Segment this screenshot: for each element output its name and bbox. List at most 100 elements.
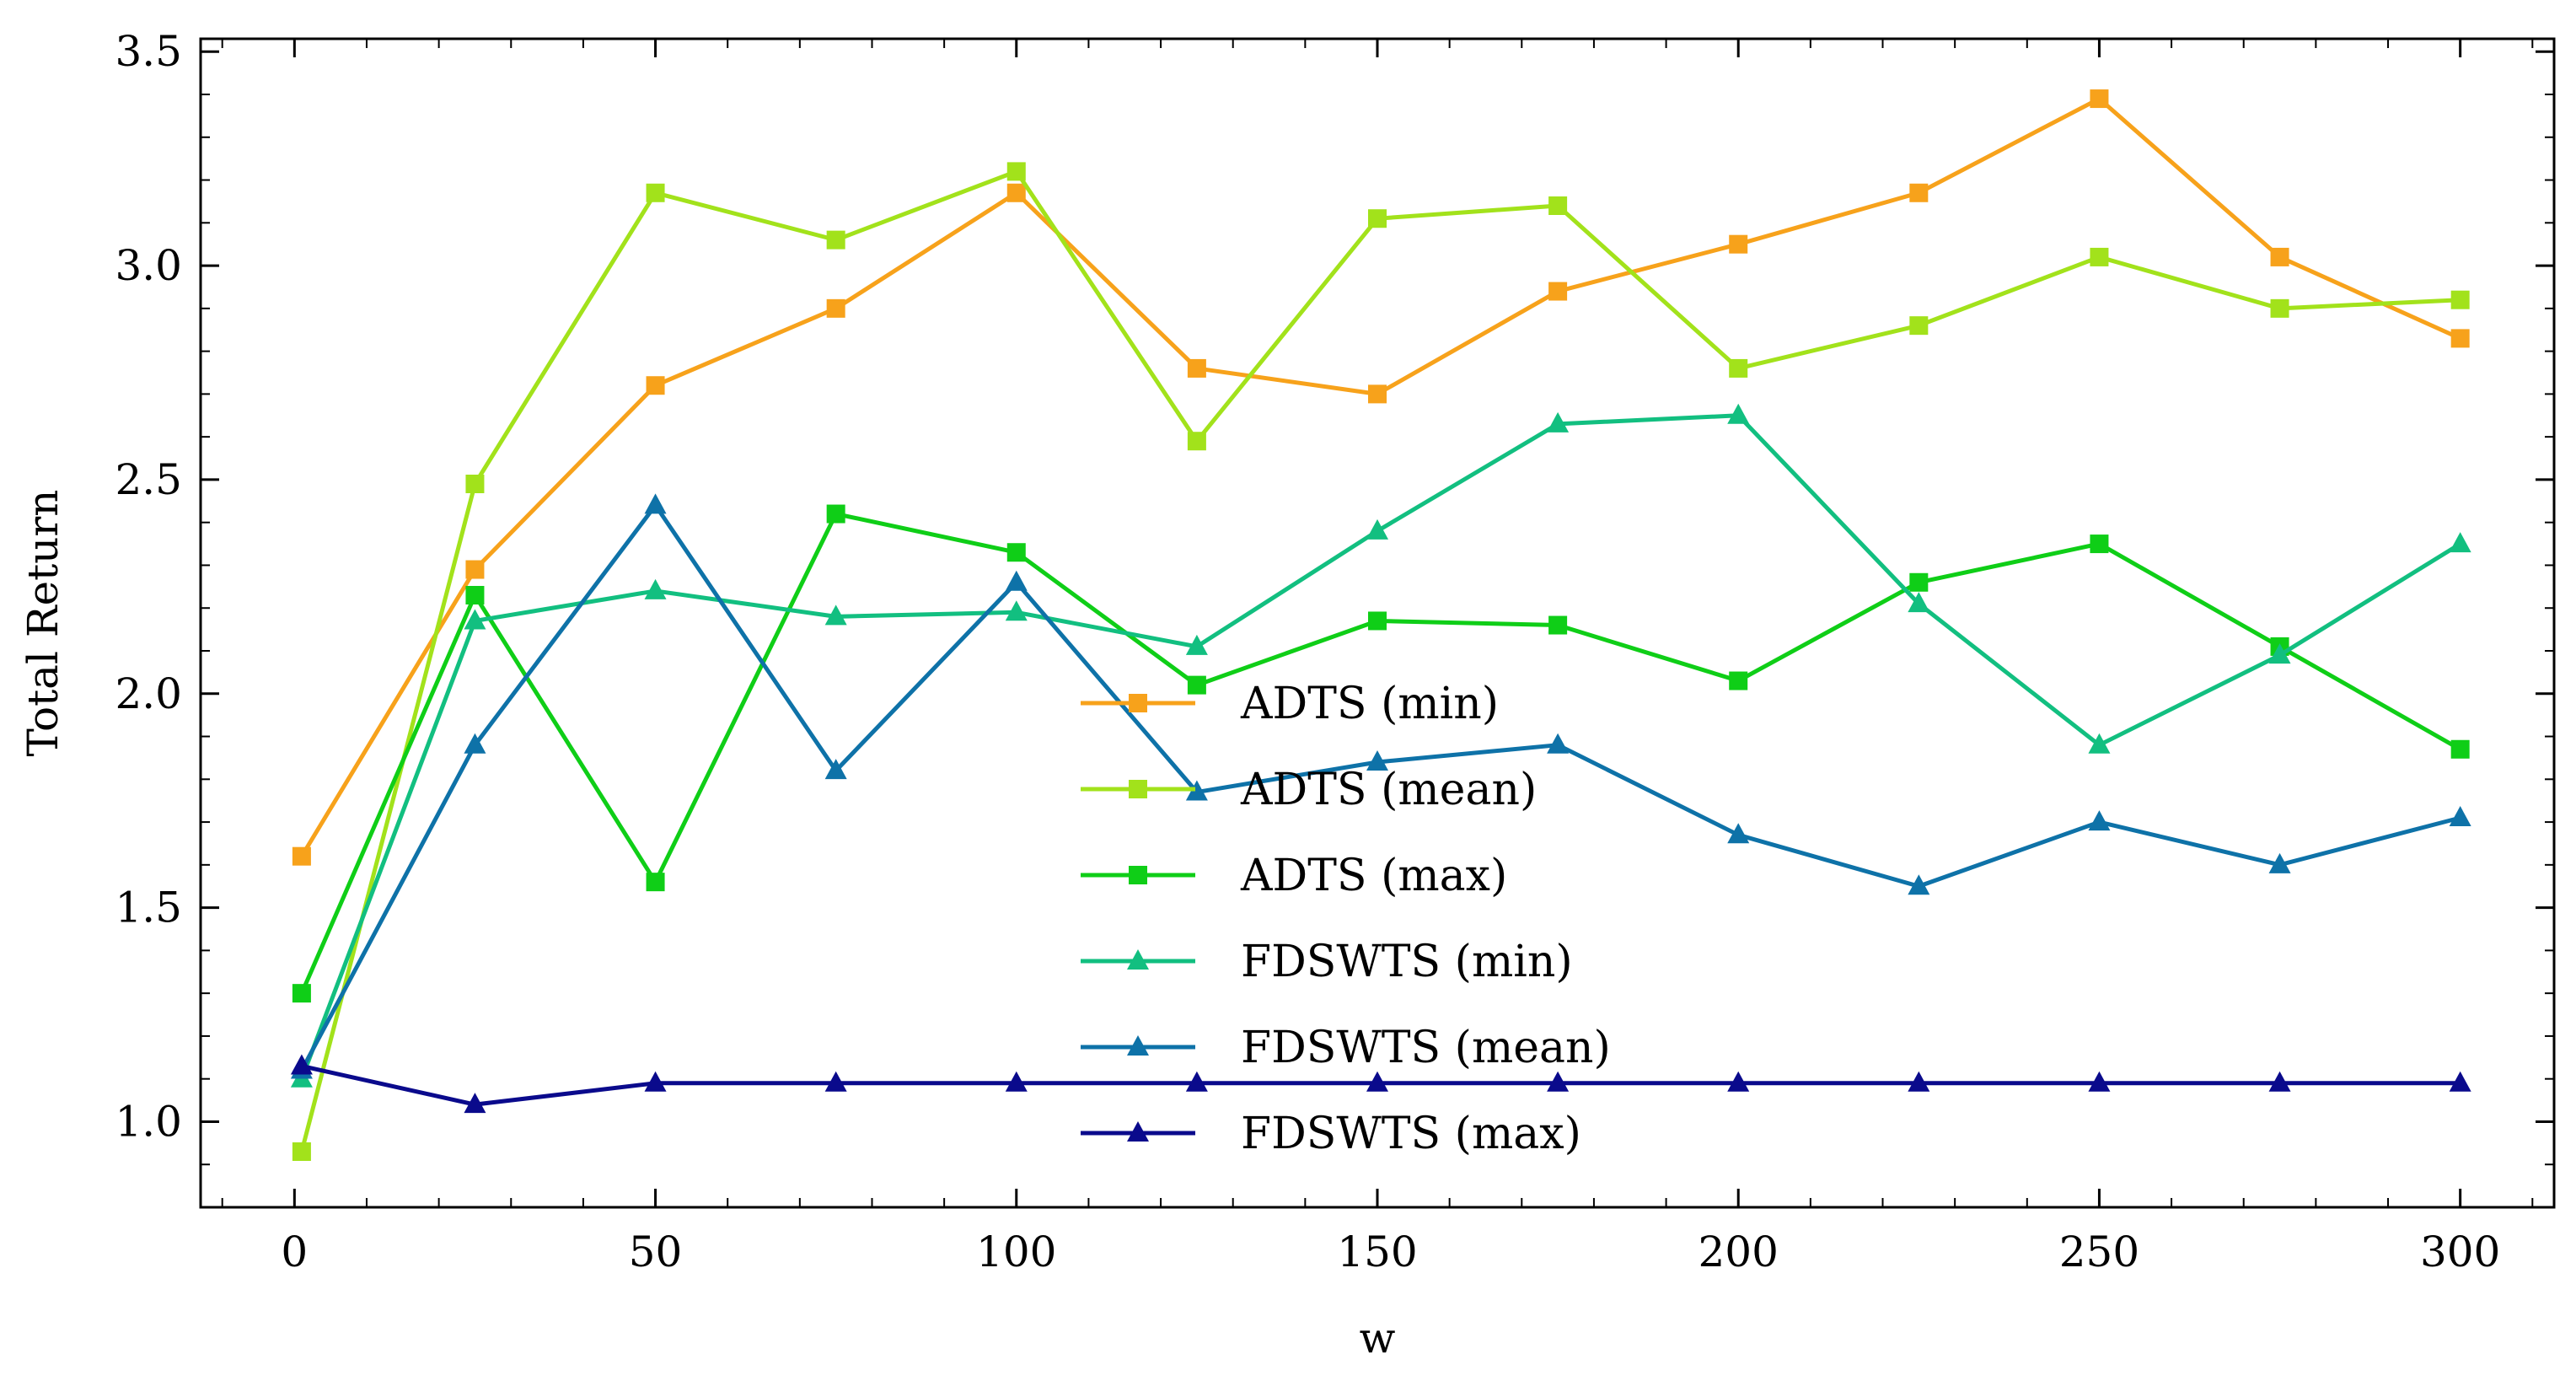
series-5 bbox=[290, 1054, 2471, 1114]
data-point bbox=[824, 1071, 847, 1092]
data-point bbox=[2088, 733, 2111, 754]
legend-entry: FDSWTS (mean) bbox=[1081, 1023, 1611, 1073]
legend-entry: FDSWTS (max) bbox=[1081, 1109, 1581, 1159]
data-point bbox=[1547, 733, 1570, 754]
series-2 bbox=[292, 504, 2470, 1003]
data-point bbox=[826, 230, 845, 250]
series-layer bbox=[290, 89, 2471, 1161]
data-point bbox=[1908, 1071, 1930, 1092]
data-point bbox=[1005, 600, 1028, 621]
data-point bbox=[465, 560, 485, 579]
series-1 bbox=[292, 162, 2470, 1161]
legend-entry: FDSWTS (min) bbox=[1081, 937, 1573, 987]
legend-marker bbox=[1129, 694, 1147, 712]
data-point bbox=[1909, 572, 1929, 592]
legend-entry: ADTS (min) bbox=[1081, 679, 1499, 729]
data-point bbox=[1366, 750, 1388, 771]
data-point bbox=[1908, 874, 1930, 895]
data-point bbox=[292, 846, 311, 866]
legend-label: FDSWTS (mean) bbox=[1241, 1023, 1611, 1073]
data-point bbox=[1368, 209, 1387, 228]
data-point bbox=[644, 1071, 667, 1092]
data-point bbox=[1548, 615, 1568, 635]
y-axis-title: Total Return bbox=[19, 490, 67, 757]
data-point bbox=[646, 376, 665, 395]
data-point bbox=[1187, 675, 1206, 695]
data-point bbox=[826, 298, 845, 318]
data-point bbox=[1366, 1071, 1388, 1092]
x-tick-label: 200 bbox=[1699, 1228, 1779, 1276]
data-point bbox=[2090, 89, 2109, 109]
data-point bbox=[2268, 1071, 2291, 1092]
x-tick-label: 0 bbox=[281, 1228, 308, 1276]
data-point bbox=[464, 1093, 486, 1114]
data-point bbox=[646, 183, 665, 202]
data-point bbox=[1727, 823, 1750, 844]
data-point bbox=[464, 733, 486, 754]
data-point bbox=[1909, 183, 1929, 202]
legend-label: FDSWTS (min) bbox=[1241, 937, 1573, 987]
legend-marker bbox=[1127, 1121, 1149, 1142]
data-point bbox=[1185, 634, 1208, 655]
data-point bbox=[2090, 247, 2109, 266]
data-point bbox=[464, 609, 486, 630]
data-point bbox=[1727, 1071, 1750, 1092]
data-point bbox=[644, 578, 667, 599]
data-point bbox=[1187, 432, 1206, 451]
data-point bbox=[1729, 671, 1748, 690]
y-tick-label: 3.5 bbox=[115, 27, 182, 76]
data-point bbox=[1006, 543, 1026, 562]
data-point bbox=[2450, 329, 2470, 348]
data-point bbox=[2088, 810, 2111, 831]
data-point bbox=[1908, 592, 1930, 613]
data-point bbox=[1006, 183, 1026, 202]
data-point bbox=[826, 504, 845, 524]
x-tick-label: 50 bbox=[629, 1228, 683, 1276]
legend-marker bbox=[1127, 1035, 1149, 1056]
data-point bbox=[1729, 358, 1748, 378]
series-4 bbox=[290, 493, 2471, 1079]
legend-entry: ADTS (max) bbox=[1081, 851, 1507, 901]
legend-entry: ADTS (mean) bbox=[1081, 765, 1537, 815]
data-point bbox=[2268, 852, 2291, 873]
legend-label: FDSWTS (max) bbox=[1241, 1109, 1581, 1159]
data-point bbox=[824, 759, 847, 780]
y-tick-label: 2.5 bbox=[115, 455, 182, 504]
data-point bbox=[1185, 1071, 1208, 1092]
y-tick-label: 3.0 bbox=[115, 241, 182, 290]
data-point bbox=[1547, 411, 1570, 432]
data-point bbox=[1548, 196, 1568, 215]
data-point bbox=[1909, 316, 1929, 336]
y-tick-label: 1.0 bbox=[115, 1097, 182, 1146]
data-point bbox=[1366, 518, 1388, 540]
legend-label: ADTS (mean) bbox=[1240, 765, 1537, 815]
data-point bbox=[646, 873, 665, 892]
data-point bbox=[2450, 739, 2470, 759]
data-point bbox=[1729, 234, 1748, 254]
legend-label: ADTS (min) bbox=[1240, 679, 1499, 729]
legend-label: ADTS (max) bbox=[1240, 851, 1507, 901]
data-point bbox=[2450, 290, 2470, 309]
series-3 bbox=[290, 403, 2471, 1088]
data-point bbox=[1727, 403, 1750, 424]
data-point bbox=[2449, 1071, 2471, 1092]
data-point bbox=[2449, 532, 2471, 553]
data-point bbox=[2449, 806, 2471, 826]
x-tick-label: 150 bbox=[1337, 1228, 1417, 1276]
data-point bbox=[1005, 570, 1028, 591]
y-tick-label: 2.0 bbox=[115, 669, 182, 718]
data-point bbox=[644, 493, 667, 514]
data-point bbox=[2270, 247, 2289, 266]
data-point bbox=[292, 1142, 311, 1161]
data-point bbox=[1368, 384, 1387, 404]
legend-marker bbox=[1127, 949, 1149, 970]
data-point bbox=[2088, 1071, 2111, 1092]
data-point bbox=[1368, 611, 1387, 631]
legend-marker bbox=[1129, 866, 1147, 884]
data-point bbox=[1548, 282, 1568, 301]
x-axis-title: w bbox=[1360, 1313, 1396, 1362]
legend: ADTS (min) ADTS (mean) ADTS (max) FDSWTS (m… bbox=[1081, 679, 1611, 1159]
data-point bbox=[1006, 162, 1026, 181]
data-point bbox=[290, 1054, 313, 1075]
